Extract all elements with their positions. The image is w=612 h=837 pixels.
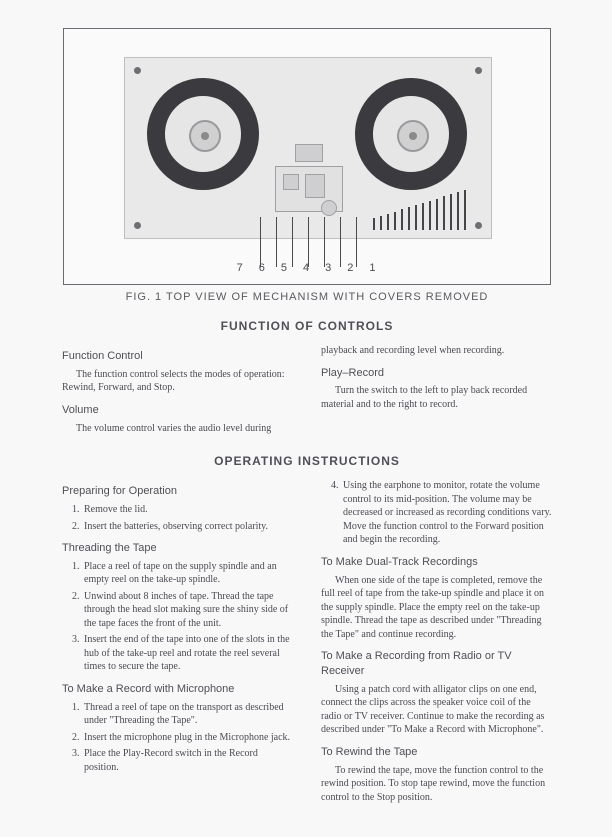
- callout-number: 3: [325, 262, 333, 278]
- dual-track-heading: To Make Dual-Track Recordings: [321, 555, 552, 570]
- list-item: Place a reel of tape on the supply spind…: [82, 560, 293, 587]
- figure-callouts: 7654321: [64, 262, 550, 278]
- heatsink-icon: [373, 182, 473, 230]
- volume-heading: Volume: [62, 403, 293, 418]
- rewind-text: To rewind the tape, move the function co…: [321, 764, 552, 805]
- rewind-heading: To Rewind the Tape: [321, 745, 552, 760]
- screw-dot: [134, 222, 141, 229]
- radio-tv-text: Using a patch cord with alligator clips …: [321, 683, 552, 737]
- threading-heading: Threading the Tape: [62, 541, 293, 556]
- list-item: Unwind about 8 inches of tape. Thread th…: [82, 590, 293, 631]
- preparing-heading: Preparing for Operation: [62, 484, 293, 499]
- callout-number: 2: [347, 262, 355, 278]
- callout-number: 4: [303, 262, 311, 278]
- list-item: Using the earphone to monitor, rotate th…: [341, 479, 552, 547]
- callout-number: 6: [259, 262, 267, 278]
- function-control-text: The function control selects the modes o…: [62, 368, 293, 395]
- operating-right-col: Using the earphone to monitor, rotate th…: [321, 476, 552, 807]
- play-record-heading: Play–Record: [321, 366, 552, 381]
- volume-cont-text: playback and recording level when record…: [321, 344, 552, 358]
- mechanism-diagram: [124, 57, 492, 239]
- head-assembly-icon: [275, 144, 341, 228]
- takeup-reel-icon: [355, 78, 467, 190]
- list-item: Insert the microphone plug in the Microp…: [82, 731, 293, 745]
- play-record-text: Turn the switch to the left to play back…: [321, 384, 552, 411]
- record-mic-heading: To Make a Record with Microphone: [62, 682, 293, 697]
- list-item: Insert the batteries, observing correct …: [82, 520, 293, 534]
- radio-tv-heading: To Make a Recording from Radio or TV Rec…: [321, 649, 552, 679]
- list-item: Place the Play-Record switch in the Reco…: [82, 747, 293, 774]
- dual-track-text: When one side of the tape is completed, …: [321, 574, 552, 642]
- section-heading-controls: FUNCTION OF CONTROLS: [62, 319, 552, 333]
- screw-dot: [475, 67, 482, 74]
- screw-dot: [134, 67, 141, 74]
- callout-number: 5: [281, 262, 289, 278]
- list-item: Thread a reel of tape on the transport a…: [82, 701, 293, 728]
- callout-number: 7: [237, 262, 245, 278]
- controls-right-col: playback and recording level when record…: [321, 341, 552, 438]
- supply-reel-icon: [147, 78, 259, 190]
- operating-left-col: Preparing for Operation Remove the lid. …: [62, 476, 293, 807]
- function-control-heading: Function Control: [62, 349, 293, 364]
- list-item: Remove the lid.: [82, 503, 293, 517]
- controls-left-col: Function Control The function control se…: [62, 341, 293, 438]
- volume-text: The volume control varies the audio leve…: [62, 422, 293, 436]
- figure-frame: 7654321: [63, 28, 551, 285]
- list-item: Insert the end of the tape into one of t…: [82, 633, 293, 674]
- section-heading-operating: OPERATING INSTRUCTIONS: [62, 454, 552, 468]
- figure-caption: FIG. 1 TOP VIEW OF MECHANISM WITH COVERS…: [62, 291, 552, 303]
- callout-number: 1: [369, 262, 377, 278]
- screw-dot: [475, 222, 482, 229]
